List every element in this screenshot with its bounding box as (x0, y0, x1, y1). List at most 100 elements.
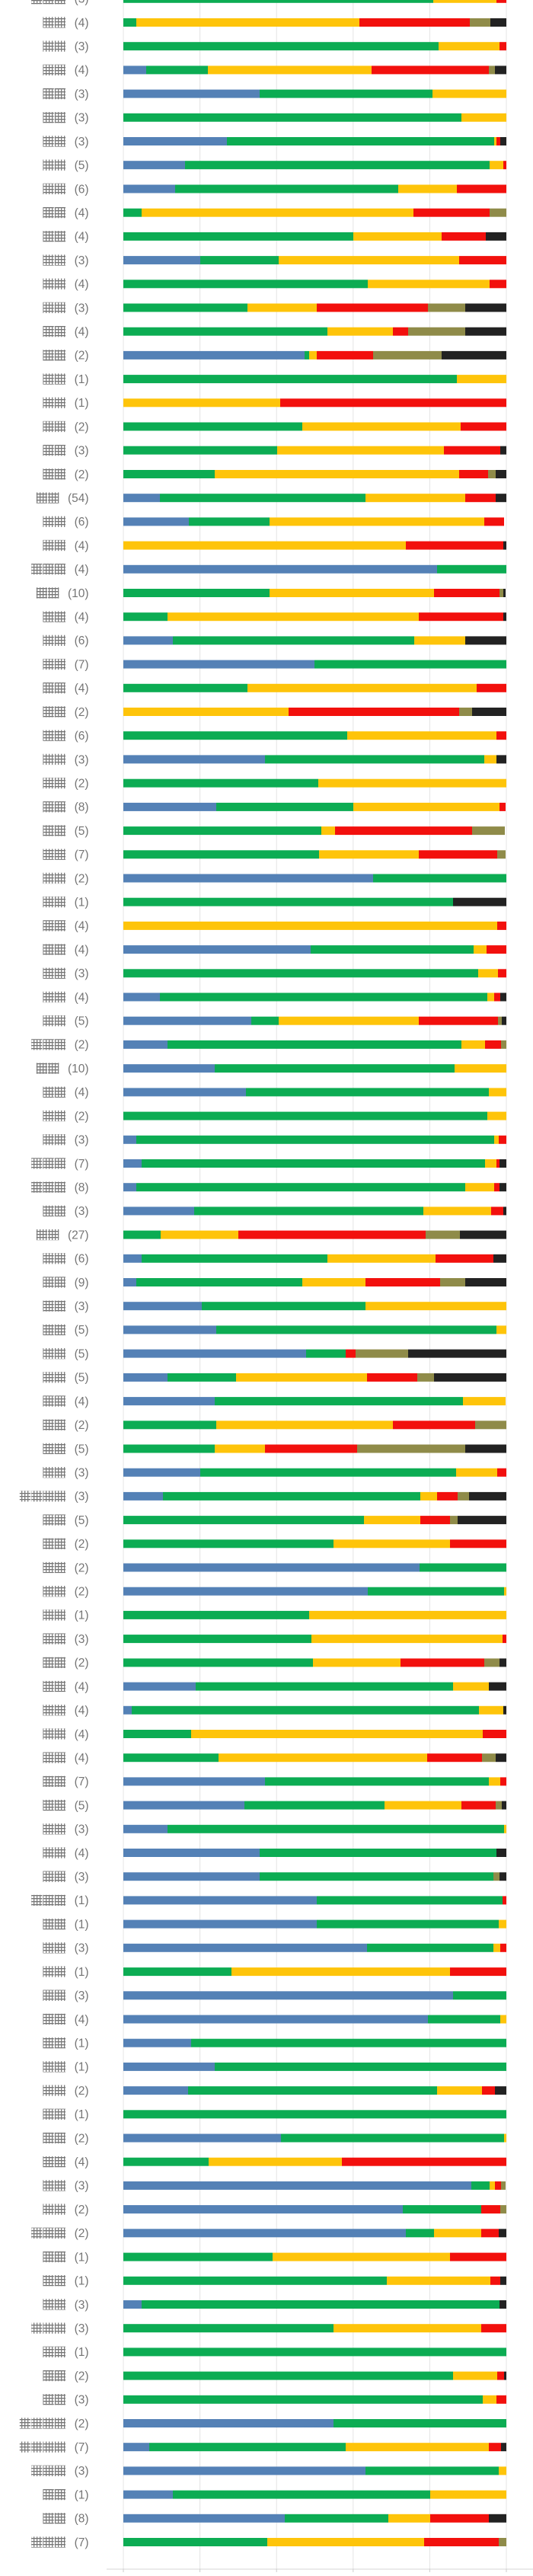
svg-text:(7): (7) (75, 658, 89, 671)
svg-text:(3): (3) (75, 753, 89, 766)
svg-text:(5): (5) (75, 1514, 89, 1527)
svg-text:(3): (3) (75, 1134, 89, 1147)
svg-text:(6): (6) (75, 183, 89, 196)
svg-text:(4): (4) (75, 17, 89, 30)
svg-text:(2): (2) (75, 2370, 89, 2383)
svg-text:(5): (5) (75, 1015, 89, 1028)
svg-text:(2): (2) (75, 1538, 89, 1551)
svg-text:(4): (4) (75, 2156, 89, 2169)
svg-text:(10): (10) (68, 587, 89, 600)
svg-text:(5): (5) (75, 1324, 89, 1337)
svg-text:(2): (2) (75, 1586, 89, 1599)
svg-text:(6): (6) (75, 1253, 89, 1266)
svg-text:(4): (4) (75, 682, 89, 695)
svg-text:(7): (7) (75, 1775, 89, 1788)
svg-text:(2): (2) (75, 2132, 89, 2145)
svg-text:(3): (3) (75, 40, 89, 53)
svg-text:(5): (5) (75, 1372, 89, 1385)
svg-text:(6): (6) (75, 730, 89, 743)
svg-text:(4): (4) (75, 1728, 89, 1741)
svg-text:(4): (4) (75, 1705, 89, 1718)
svg-text:(3): (3) (75, 112, 89, 125)
svg-text:(4): (4) (75, 611, 89, 624)
svg-text:(2): (2) (75, 1110, 89, 1123)
svg-text:(54): (54) (68, 492, 89, 505)
svg-text:(3): (3) (75, 2299, 89, 2312)
svg-text:(7): (7) (75, 2441, 89, 2454)
svg-text:(3): (3) (75, 1633, 89, 1646)
svg-text:(2): (2) (75, 2418, 89, 2431)
svg-text:(2): (2) (75, 2204, 89, 2216)
svg-text:(3): (3) (75, 1990, 89, 2002)
svg-text:(3): (3) (75, 1942, 89, 1955)
svg-text:(1): (1) (75, 1894, 89, 1907)
svg-text:(5): (5) (75, 825, 89, 838)
svg-text:(2): (2) (75, 1561, 89, 1574)
svg-text:(4): (4) (75, 1395, 89, 1408)
svg-text:(1): (1) (75, 2037, 89, 2050)
svg-text:(5): (5) (75, 1347, 89, 1360)
svg-text:(3): (3) (75, 1466, 89, 1479)
svg-text:(4): (4) (75, 539, 89, 552)
svg-text:(3): (3) (75, 967, 89, 980)
svg-text:(1): (1) (75, 1918, 89, 1931)
svg-text:(2): (2) (75, 706, 89, 719)
svg-text:(3): (3) (75, 2394, 89, 2407)
svg-text:(10): (10) (68, 1063, 89, 1075)
svg-text:(8): (8) (75, 2513, 89, 2526)
svg-text:(1): (1) (75, 1966, 89, 1979)
svg-text:(2): (2) (75, 777, 89, 790)
svg-text:(4): (4) (75, 278, 89, 291)
svg-text:(5): (5) (75, 159, 89, 172)
svg-text:(3): (3) (75, 0, 89, 6)
svg-text:(6): (6) (75, 634, 89, 647)
svg-text:(3): (3) (75, 1871, 89, 1884)
svg-text:(3): (3) (75, 136, 89, 149)
svg-text:(2): (2) (75, 420, 89, 433)
svg-text:(2): (2) (75, 2227, 89, 2240)
svg-text:(7): (7) (75, 2536, 89, 2549)
svg-text:(4): (4) (75, 1086, 89, 1099)
svg-text:(2): (2) (75, 350, 89, 363)
svg-text:(3): (3) (75, 1300, 89, 1313)
svg-text:(4): (4) (75, 564, 89, 577)
svg-text:(3): (3) (75, 445, 89, 458)
svg-text:(5): (5) (75, 1443, 89, 1456)
svg-text:(8): (8) (75, 801, 89, 814)
svg-text:(1): (1) (75, 2061, 89, 2074)
svg-text:(2): (2) (75, 2085, 89, 2098)
svg-text:(1): (1) (75, 2108, 89, 2121)
svg-text:(8): (8) (75, 1181, 89, 1194)
svg-text:(1): (1) (75, 896, 89, 909)
svg-text:(3): (3) (75, 1491, 89, 1504)
svg-text:(3): (3) (75, 254, 89, 267)
svg-text:(3): (3) (75, 1823, 89, 1836)
svg-text:(4): (4) (75, 991, 89, 1004)
svg-text:(7): (7) (75, 849, 89, 861)
svg-text:(4): (4) (75, 2013, 89, 2026)
svg-text:(7): (7) (75, 1158, 89, 1171)
svg-text:(4): (4) (75, 326, 89, 339)
svg-text:(1): (1) (75, 373, 89, 386)
svg-text:(4): (4) (75, 920, 89, 933)
svg-text:(4): (4) (75, 1847, 89, 1860)
svg-text:(4): (4) (75, 64, 89, 77)
svg-text:(4): (4) (75, 1752, 89, 1765)
svg-text:(3): (3) (75, 1205, 89, 1218)
svg-text:(1): (1) (75, 2251, 89, 2264)
svg-text:(27): (27) (68, 1229, 89, 1242)
svg-text:(4): (4) (75, 206, 89, 219)
svg-text:(2): (2) (75, 468, 89, 481)
svg-text:(4): (4) (75, 944, 89, 957)
svg-text:(1): (1) (75, 397, 89, 410)
svg-text:(3): (3) (75, 2180, 89, 2193)
svg-text:(9): (9) (75, 1277, 89, 1290)
svg-text:(1): (1) (75, 2346, 89, 2359)
svg-text:(4): (4) (75, 231, 89, 244)
svg-text:(2): (2) (75, 1657, 89, 1670)
svg-text:(1): (1) (75, 2275, 89, 2288)
svg-text:(3): (3) (75, 2465, 89, 2478)
svg-text:(3): (3) (75, 2322, 89, 2335)
svg-text:(2): (2) (75, 872, 89, 885)
svg-text:(2): (2) (75, 1039, 89, 1052)
